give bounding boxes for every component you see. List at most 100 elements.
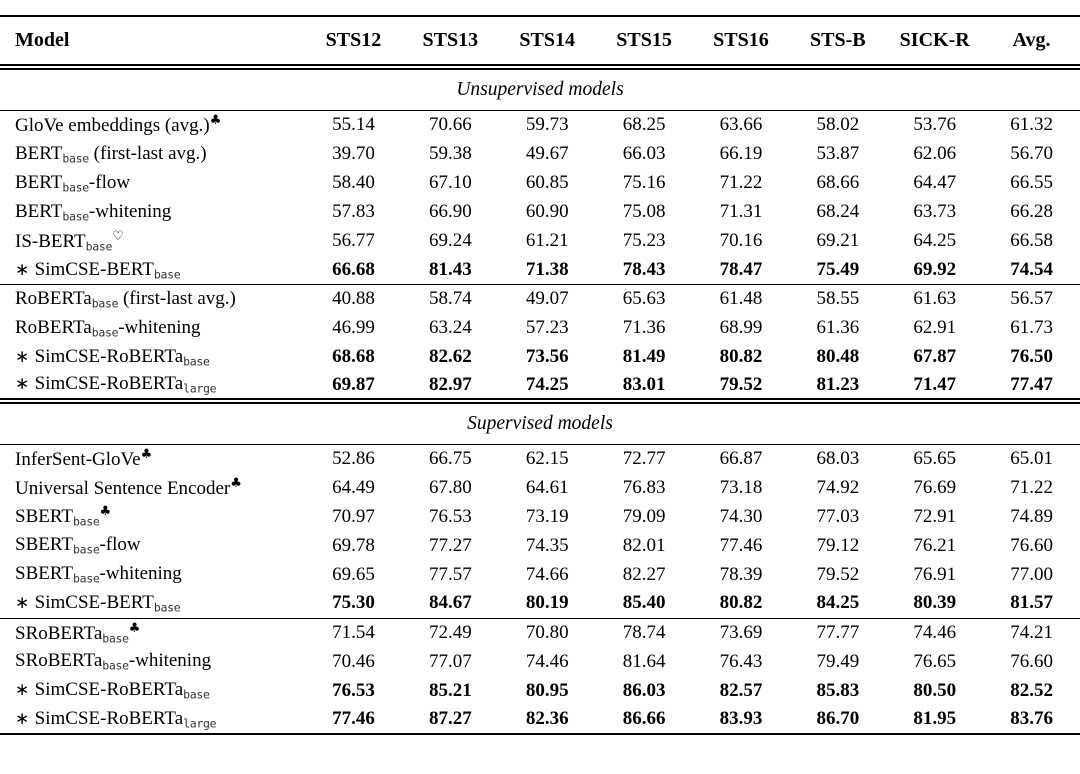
score-cell: 76.21 <box>913 534 957 556</box>
score-cell: 63.24 <box>428 317 472 338</box>
club-suit-icon: ♣ <box>140 446 153 462</box>
score-cell: 74.92 <box>816 476 860 498</box>
model-name-text: -whitening <box>88 200 172 222</box>
score-cell: 71.47 <box>913 373 957 395</box>
model-size-subscript: base <box>102 631 129 645</box>
score-cell: 64.25 <box>913 230 957 251</box>
score-cell: 77.07 <box>428 650 472 672</box>
model-name-text: (first-last avg.) <box>118 288 236 309</box>
score-cell: 55.14 <box>332 114 375 136</box>
score-cell: 78.39 <box>719 563 763 585</box>
table-header: Model STS12 STS13 STS14 STS15 STS16 STS-B SICK-… <box>0 16 1080 67</box>
model-name-text: SimCSE-RoBERTa <box>34 373 184 395</box>
column-header-sts-b: STS-B <box>810 29 866 51</box>
score-cell: 68.24 <box>816 201 860 222</box>
score-cell: 71.38 <box>525 258 569 280</box>
model-size-subscript: base <box>62 151 89 166</box>
score-cell: 57.23 <box>525 317 569 338</box>
score-cell: 71.22 <box>1010 476 1053 498</box>
score-cell: 68.03 <box>816 447 860 469</box>
score-cell: 58.40 <box>332 172 375 193</box>
score-cell: 78.43 <box>622 258 666 280</box>
model-size-subscript: large <box>183 381 217 396</box>
score-cell: 69.65 <box>332 563 375 585</box>
score-cell: 81.57 <box>1010 592 1053 614</box>
score-cell: 62.15 <box>525 447 569 469</box>
club-suit-icon: ♣ <box>128 620 141 636</box>
column-header-sts13: STS13 <box>422 29 479 51</box>
score-cell: 68.68 <box>332 346 375 367</box>
score-cell: 79.49 <box>816 650 860 672</box>
score-cell: 53.76 <box>913 114 957 136</box>
model-size-subscript: base <box>91 296 119 311</box>
model-name-cell: ∗ SimCSE-RoBERTalarge <box>0 372 305 401</box>
score-cell: 81.95 <box>913 708 957 729</box>
model-name-cell: GloVe embeddings (avg.)♣ <box>0 111 305 140</box>
model-name-text: -whitening <box>99 563 182 585</box>
score-cell: 78.74 <box>595 617 693 647</box>
model-name-cell: SRoBERTabase-whitening <box>0 647 305 676</box>
score-cell: 74.35 <box>525 534 569 556</box>
star-marker: ∗ <box>15 680 35 701</box>
score-cell: 76.53 <box>428 505 472 527</box>
score-cell: 61.63 <box>886 284 984 314</box>
model-name-text: -flow <box>99 534 141 556</box>
score-cell: 61.21 <box>525 230 569 251</box>
score-cell: 73.56 <box>525 346 569 367</box>
score-cell: 77.46 <box>719 534 763 556</box>
score-cell: 77.03 <box>816 505 860 527</box>
header-row: Model STS12 STS13 STS14 STS15 STS16 STS-B SICK-… <box>0 16 1080 67</box>
model-name-text: RoBERTa <box>15 316 92 338</box>
model-name-cell: BERTbase (first-last avg.) <box>0 140 305 169</box>
table-row: SBERTbase-whitening 69.65 77.57 74.66 82.27 7… <box>0 560 1080 589</box>
score-cell: 73.69 <box>692 617 790 647</box>
section-band-body: Unsupervised models <box>0 64 1080 111</box>
model-name-text: BERT <box>15 200 63 222</box>
score-cell: 75.49 <box>816 258 860 280</box>
table-row: IS-BERTbase♡ 56.77 69.24 61.21 75.23 70.16 69.… <box>0 227 1080 256</box>
table-row: SRoBERTabase♣ 71.54 72.49 70.80 78.74 73.69 77… <box>0 617 1080 647</box>
score-cell: 76.53 <box>332 679 375 701</box>
score-cell: 79.52 <box>816 563 860 585</box>
model-name-cell: ∗ SimCSE-BERTbase <box>0 256 305 285</box>
score-cell: 58.55 <box>789 284 887 314</box>
score-cell: 77.57 <box>428 563 472 585</box>
score-cell: 73.19 <box>525 505 569 527</box>
model-name-cell: RoBERTabase-whitening <box>0 314 305 343</box>
model-size-subscript: base <box>72 514 100 529</box>
score-cell: 67.10 <box>428 172 472 193</box>
score-cell: 86.70 <box>816 708 860 729</box>
score-cell: 76.83 <box>622 476 666 498</box>
table-row: BERTbase-flow 58.40 67.10 60.85 75.16 71.22 68… <box>0 169 1080 198</box>
model-name-cell: Universal Sentence Encoder♣ <box>0 473 305 502</box>
model-size-subscript: base <box>72 542 100 557</box>
score-cell: 76.69 <box>913 476 957 498</box>
model-name-cell: BERTbase-whitening <box>0 198 305 227</box>
score-cell: 62.06 <box>913 143 957 164</box>
score-cell: 79.12 <box>816 534 860 556</box>
score-cell: 67.80 <box>428 476 472 498</box>
model-name-text: SBERT <box>15 563 73 585</box>
column-header-model: Model <box>15 29 70 51</box>
table-row: InferSent-GloVe♣ 52.86 66.75 62.15 72.77 66.8… <box>0 444 1080 473</box>
score-cell: 68.25 <box>622 114 666 136</box>
model-group: SRoBERTabase♣ 71.54 72.49 70.80 78.74 73.69 77… <box>0 617 1080 734</box>
score-cell: 61.48 <box>692 284 790 314</box>
section-band-row: Unsupervised models <box>0 64 1080 111</box>
model-name-cell: ∗ SimCSE-RoBERTabase <box>0 676 305 705</box>
score-cell: 63.73 <box>913 201 957 222</box>
score-cell: 76.50 <box>1010 346 1053 367</box>
score-cell: 56.70 <box>1010 143 1053 164</box>
table-row: ∗ SimCSE-RoBERTalarge 69.87 82.97 74.25 83.0… <box>0 372 1080 401</box>
score-cell: 77.27 <box>428 534 472 556</box>
score-cell: 74.54 <box>1010 258 1053 280</box>
model-name-cell: InferSent-GloVe♣ <box>0 444 305 473</box>
model-name-text: IS-BERT <box>15 230 86 252</box>
score-cell: 74.46 <box>525 650 569 672</box>
section-header: Supervised models <box>0 397 1080 445</box>
score-cell: 74.25 <box>525 373 569 395</box>
score-cell: 52.86 <box>332 447 375 469</box>
score-cell: 69.87 <box>332 373 375 395</box>
score-cell: 80.82 <box>719 592 763 614</box>
